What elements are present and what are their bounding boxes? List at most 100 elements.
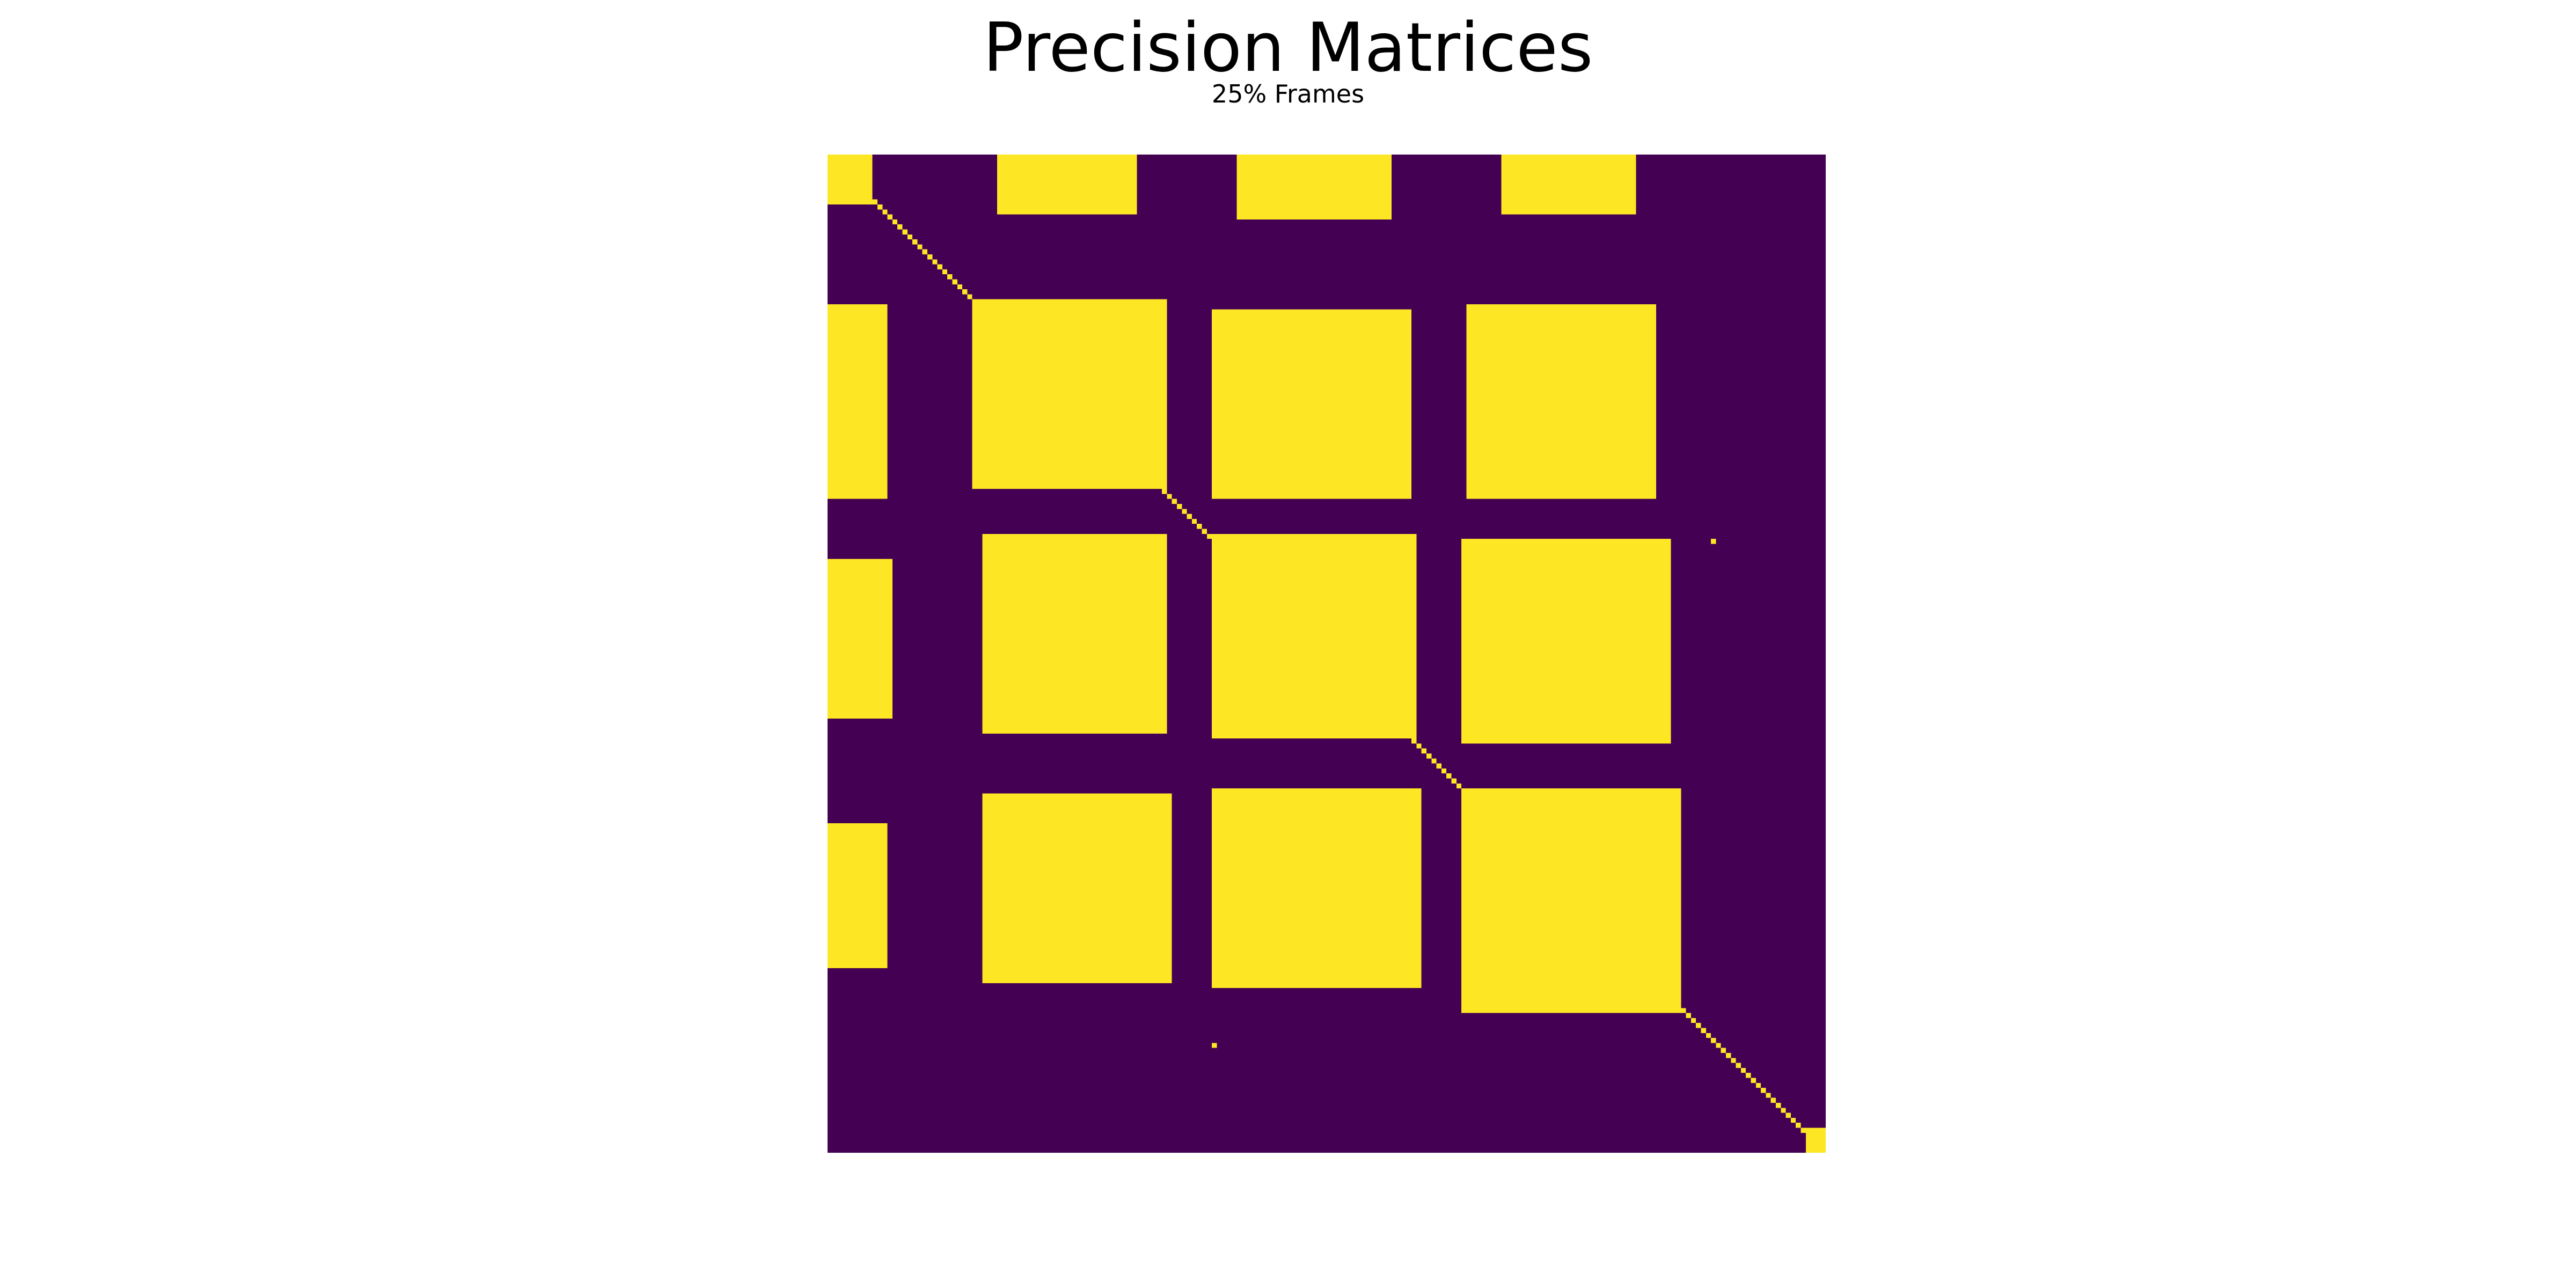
heatmap-diagonal-cell <box>847 174 853 180</box>
heatmap-diagonal-cell <box>1631 958 1636 963</box>
heatmap-diagonal-cell <box>1576 903 1582 909</box>
heatmap-diagonal-cell <box>887 214 892 219</box>
heatmap-diagonal-cell <box>1277 604 1282 609</box>
heatmap-diagonal-cell <box>1690 1018 1696 1023</box>
heatmap-diagonal-cell <box>1206 533 1212 539</box>
heatmap-diagonal-cell <box>1486 813 1491 818</box>
heatmap-diagonal-cell <box>1436 763 1441 769</box>
heatmap-diagonal-cell <box>1491 818 1497 824</box>
heatmap-diagonal-cell <box>1566 893 1571 898</box>
heatmap-diagonal-cell <box>852 179 858 185</box>
heatmap-block-14 <box>1212 788 1422 989</box>
heatmap-diagonal-cell <box>1755 1082 1761 1088</box>
heatmap-diagonal-cell <box>1641 968 1646 974</box>
heatmap-diagonal-cell <box>1805 1132 1811 1138</box>
precision-matrix-heatmap <box>828 155 1826 1153</box>
heatmap-diagonal-cell <box>1746 1073 1751 1078</box>
heatmap-diagonal-cell <box>1426 753 1432 759</box>
heatmap-diagonal-cell <box>1167 494 1172 499</box>
heatmap-diagonal-cell <box>1790 1117 1796 1123</box>
heatmap-diagonal-cell <box>1601 928 1606 933</box>
heatmap-diagonal-cell <box>1366 693 1372 699</box>
heatmap-diagonal-cell <box>1217 544 1222 549</box>
heatmap-diagonal-cell <box>1082 409 1087 414</box>
heatmap-diagonal-cell <box>1182 509 1187 514</box>
heatmap-diagonal-cell <box>1676 1003 1681 1008</box>
heatmap-diagonal-cell <box>1177 504 1182 509</box>
heatmap-diagonal-cell <box>1656 983 1662 989</box>
heatmap-diagonal-cell <box>1586 913 1591 918</box>
heatmap-diagonal-cell <box>1077 404 1082 409</box>
heatmap-diagonal-cell <box>1770 1097 1776 1103</box>
heatmap-diagonal-cell <box>1236 564 1242 569</box>
heatmap-diagonal-cell <box>842 169 848 175</box>
heatmap-diagonal-cell <box>1646 973 1651 978</box>
heatmap-diagonal-cell <box>957 284 963 290</box>
heatmap-diagonal-cell <box>1252 579 1257 584</box>
heatmap-diagonal-cell <box>1132 459 1137 464</box>
heatmap-diagonal-cell <box>867 194 873 200</box>
heatmap-diagonal-cell <box>1411 738 1417 744</box>
heatmap-diagonal-cell <box>1057 384 1063 390</box>
heatmap-diagonal-cell <box>917 244 923 250</box>
heatmap-diagonal-cell <box>1147 474 1152 479</box>
heatmap-diagonal-cell <box>1686 1013 1691 1018</box>
heatmap-diagonal-cell <box>1751 1078 1756 1083</box>
heatmap-diagonal-cell <box>1406 733 1412 739</box>
heatmap-diagonal-cell <box>962 289 968 295</box>
heatmap-diagonal-cell <box>1626 953 1631 958</box>
heatmap-diagonal-cell <box>1256 583 1262 589</box>
heatmap-diagonal-cell <box>1516 843 1521 848</box>
heatmap-diagonal-cell <box>1471 798 1476 803</box>
heatmap-block-1 <box>997 155 1137 215</box>
heatmap-diagonal-cell <box>1776 1103 1781 1108</box>
heatmap-diagonal-cell <box>1127 454 1132 459</box>
heatmap-diagonal-cell <box>1097 424 1102 429</box>
heatmap-diagonal-cell <box>1416 743 1422 749</box>
heatmap-diagonal-cell <box>1107 434 1113 440</box>
heatmap-diagonal-cell <box>1796 1123 1801 1128</box>
heatmap-diagonal-cell <box>1541 868 1547 874</box>
heatmap-diagonal-cell <box>1481 808 1487 814</box>
heatmap-diagonal-cell <box>1391 718 1397 724</box>
heatmap-diagonal-cell <box>1496 823 1502 829</box>
heatmap-diagonal-cell <box>882 209 888 215</box>
heatmap-diagonal-cell <box>1431 758 1437 764</box>
heatmap-diagonal-cell <box>1421 748 1426 753</box>
heatmap-diagonal-cell <box>1456 783 1462 789</box>
heatmap-diagonal-cell <box>1346 674 1352 679</box>
heatmap-diagonal-cell <box>1072 399 1077 404</box>
heatmap-diagonal-cell <box>1341 668 1347 674</box>
heatmap-diagonal-cell <box>1461 788 1467 794</box>
heatmap-diagonal-cell <box>1671 998 1676 1003</box>
heatmap-diagonal-cell <box>1282 609 1287 614</box>
heatmap-diagonal-cell <box>1506 833 1512 839</box>
heatmap-diagonal-cell <box>1221 548 1227 554</box>
heatmap-diagonal-cell <box>1052 379 1057 384</box>
heatmap-block-12 <box>828 823 888 968</box>
heatmap-diagonal-cell <box>1476 803 1482 809</box>
heatmap-diagonal-cell <box>1197 524 1202 529</box>
heatmap-diagonal-cell <box>1042 369 1048 375</box>
heatmap-diagonal-cell <box>907 234 913 240</box>
heatmap-block-3 <box>1501 155 1636 215</box>
heatmap-diagonal-cell <box>1740 1067 1746 1073</box>
heatmap-diagonal-cell <box>1441 768 1447 774</box>
heatmap-diagonal-cell <box>1731 1058 1736 1063</box>
heatmap-diagonal-cell <box>937 264 942 269</box>
heatmap-diagonal-cell <box>1202 529 1207 534</box>
heatmap-diagonal-cell <box>1581 908 1586 913</box>
heatmap-diagonal-cell <box>1666 993 1671 998</box>
heatmap-block-7 <box>1466 304 1656 499</box>
heatmap-block-13 <box>982 793 1172 983</box>
heatmap-diagonal-cell <box>1616 943 1621 948</box>
heatmap-diagonal-cell <box>1172 499 1177 504</box>
heatmap-diagonal-cell <box>982 309 987 314</box>
heatmap-diagonal-cell <box>967 294 972 299</box>
heatmap-diagonal-cell <box>1706 1033 1711 1038</box>
heatmap-diagonal-cell <box>832 159 838 165</box>
heatmap-diagonal-cell <box>1331 658 1337 664</box>
heatmap-diagonal-cell <box>977 304 983 310</box>
heatmap-diagonal-cell <box>1401 728 1407 734</box>
heatmap-diagonal-cell <box>1362 689 1367 694</box>
